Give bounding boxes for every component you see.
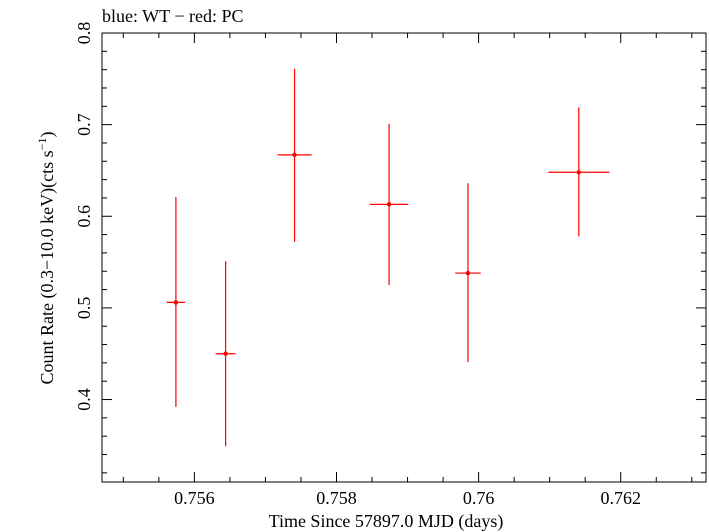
y-tick-label: 0.8	[74, 22, 94, 45]
point-marker	[465, 270, 471, 276]
data-point	[455, 183, 481, 362]
y-axis-label-superscript: −1	[35, 138, 49, 151]
x-tick-label: 0.76	[463, 488, 495, 508]
data-point	[166, 197, 186, 407]
x-axis-label: Time Since 57897.0 MJD (days)	[269, 511, 504, 532]
y-axis-label-close: )	[37, 132, 58, 138]
y-tick-label: 0.4	[74, 388, 94, 411]
x-axis-ticks	[122, 33, 693, 482]
y-axis-label-main: Count Rate (0.3−10.0 keV)(cts s	[37, 150, 58, 384]
x-tick-label: 0.756	[174, 488, 215, 508]
point-marker	[292, 152, 297, 158]
data-point	[548, 107, 610, 237]
y-axis-ticks	[102, 32, 706, 474]
y-tick-label: 0.7	[74, 113, 94, 136]
point-marker	[576, 170, 582, 175]
y-axis-label: Count Rate (0.3−10.0 keV)(cts s−1)	[35, 132, 58, 385]
point-marker	[173, 300, 179, 305]
data-point	[277, 68, 312, 242]
y-axis-tick-labels: 0.4 0.5 0.6 0.7 0.8	[74, 22, 94, 411]
chart-title: blue: WT − red: PC	[102, 6, 243, 26]
x-tick-label: 0.758	[316, 488, 357, 508]
y-tick-label: 0.5	[74, 297, 94, 320]
x-tick-label: 0.762	[600, 488, 641, 508]
plot-frame	[101, 32, 707, 483]
data-points	[166, 68, 610, 447]
point-marker	[386, 202, 392, 207]
x-axis-tick-labels: 0.756 0.758 0.76 0.762	[174, 488, 641, 508]
data-point	[215, 261, 236, 447]
y-tick-label: 0.6	[74, 205, 94, 228]
data-point	[369, 123, 409, 285]
point-marker	[223, 351, 228, 356]
